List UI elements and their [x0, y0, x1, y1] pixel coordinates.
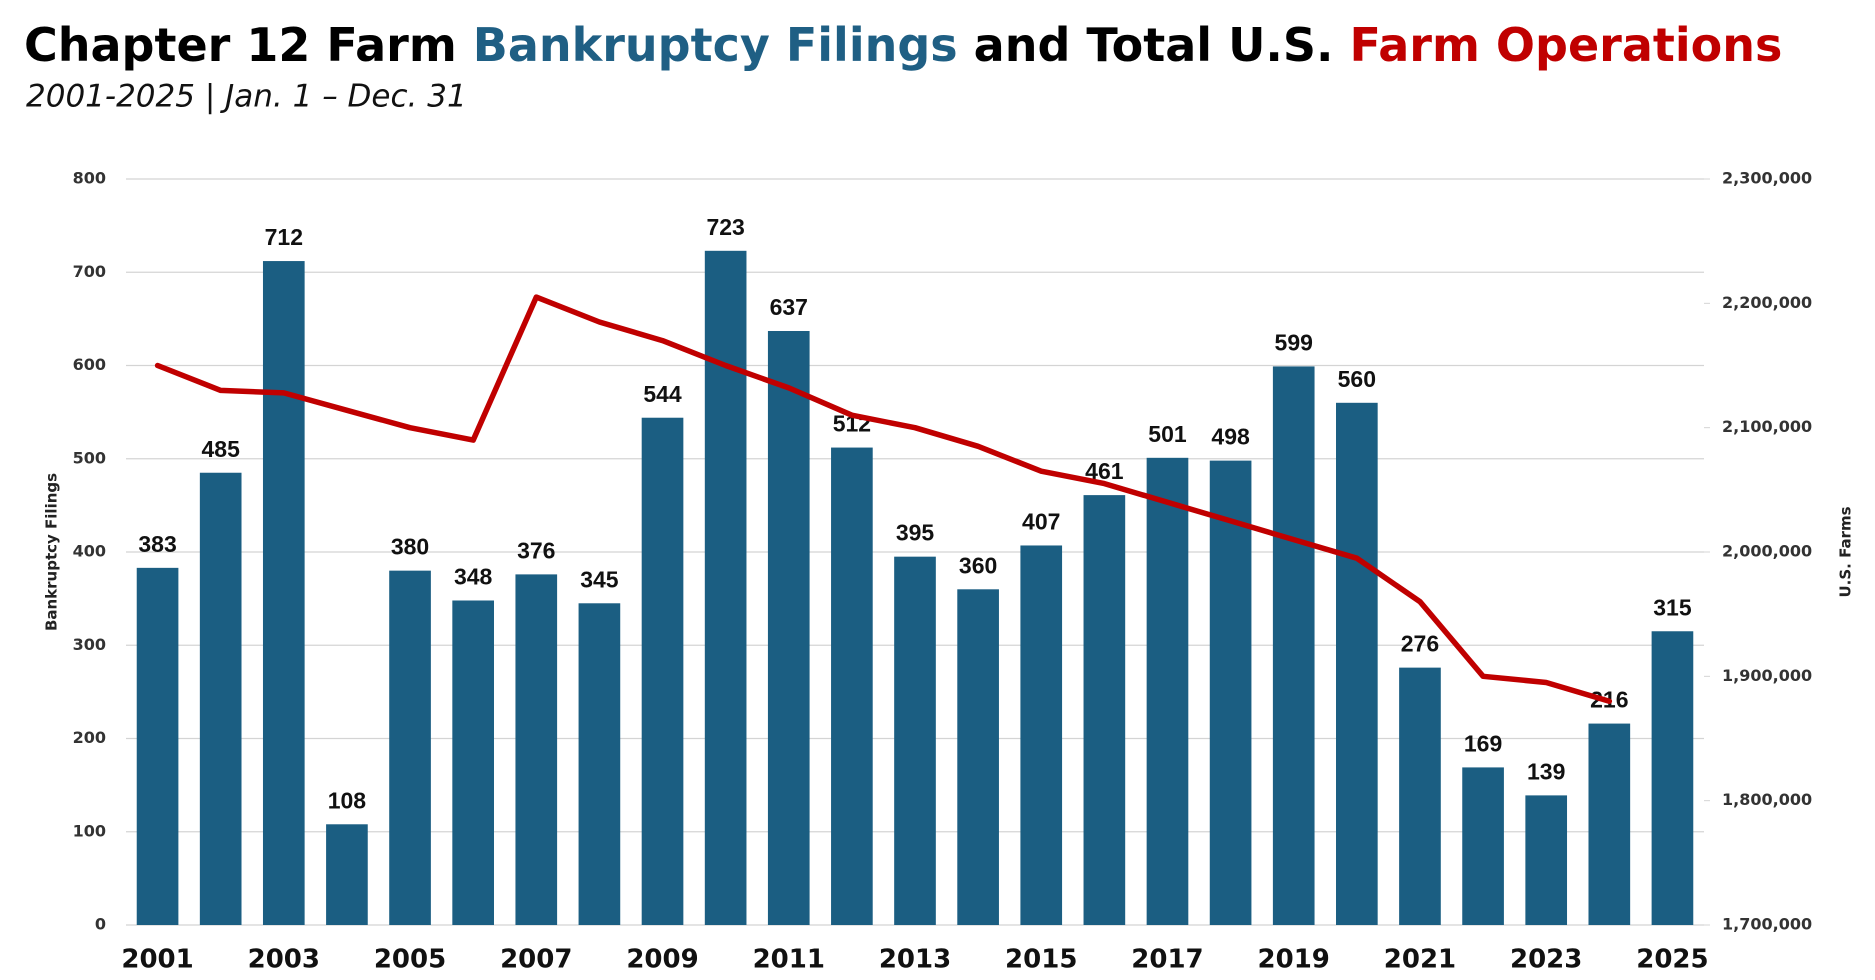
bar — [389, 570, 431, 925]
data-label: 345 — [580, 566, 619, 592]
line — [154, 294, 1613, 704]
bar — [1588, 723, 1631, 925]
bar — [1020, 545, 1063, 925]
bar — [326, 824, 368, 925]
data-label: 360 — [959, 552, 997, 578]
y-tick-label: 500 — [73, 448, 106, 467]
chart-subtitle: 2001-2025 | Jan. 1 – Dec. 31 — [26, 79, 467, 115]
bar — [1272, 366, 1315, 925]
bar — [515, 574, 558, 925]
y-axis-label: Bankruptcy Filings — [43, 473, 61, 631]
x-tick-label: 2013 — [879, 945, 951, 975]
x-tick-label: 2001 — [121, 945, 193, 975]
y-tick-label: 0 — [95, 915, 106, 934]
title-part: and Total U.S. — [974, 18, 1334, 72]
bar — [1209, 460, 1252, 925]
bar — [704, 250, 747, 926]
data-label: 139 — [1527, 758, 1565, 784]
y-tick-label: 600 — [73, 355, 106, 374]
bar — [578, 603, 621, 925]
y2-tick-label: 1,800,000 — [1722, 790, 1812, 809]
x-tick-label: 2003 — [248, 945, 320, 975]
y2-tick-label: 2,200,000 — [1722, 293, 1812, 312]
data-label: 712 — [265, 224, 303, 250]
x-tick-label: 2021 — [1384, 945, 1456, 975]
bar — [1651, 631, 1694, 925]
y-tick-label: 100 — [73, 821, 106, 840]
x-tick-label: 2007 — [500, 945, 572, 975]
data-label: 560 — [1338, 366, 1376, 392]
chart-title: Chapter 12 Farm Bankruptcy Filings and T… — [24, 18, 1782, 72]
x-tick-label: 2011 — [753, 945, 825, 975]
data-label: 395 — [896, 520, 935, 546]
x-tick-label: 2005 — [374, 945, 446, 975]
bar — [1399, 667, 1441, 925]
data-label: 376 — [517, 537, 555, 563]
bar — [1525, 795, 1568, 925]
data-label: 723 — [706, 214, 744, 240]
data-label: 380 — [391, 534, 429, 560]
data-label: 315 — [1653, 594, 1692, 620]
y-tick-label: 800 — [73, 169, 106, 188]
y2-tick-label: 1,900,000 — [1722, 666, 1812, 685]
data-label: 348 — [454, 564, 493, 590]
x-tick-label: 2015 — [1005, 945, 1077, 975]
y2-tick-label: 1,700,000 — [1722, 915, 1812, 934]
data-label: 407 — [1022, 509, 1060, 535]
bar — [767, 330, 810, 925]
bar — [1083, 495, 1126, 925]
bar — [641, 417, 684, 925]
data-label: 276 — [1401, 631, 1439, 657]
y-tick-label: 700 — [73, 262, 106, 281]
x-tick-label: 2023 — [1510, 945, 1582, 975]
bar — [262, 261, 305, 925]
data-label: 485 — [201, 436, 240, 462]
bar — [894, 556, 936, 925]
bar — [452, 600, 494, 925]
data-label: 169 — [1464, 730, 1502, 756]
data-label: 501 — [1148, 421, 1187, 447]
y2-tick-label: 2,100,000 — [1722, 417, 1812, 436]
data-label: 108 — [328, 787, 367, 813]
bar — [1462, 767, 1504, 925]
bar — [199, 472, 242, 925]
bar — [831, 447, 873, 925]
y-tick-label: 200 — [73, 728, 106, 747]
y2-tick-label: 2,300,000 — [1722, 169, 1812, 188]
data-label: 498 — [1211, 424, 1250, 450]
y-tick-label: 400 — [73, 542, 106, 561]
x-tick-label: 2017 — [1131, 945, 1203, 975]
data-label: 544 — [643, 381, 682, 407]
title-part: Bankruptcy Filings — [473, 18, 958, 72]
x-tick-label: 2025 — [1636, 945, 1708, 975]
y-tick-label: 300 — [73, 635, 106, 654]
x-tick-label: 2019 — [1258, 945, 1330, 975]
data-label: 637 — [770, 294, 808, 320]
y2-tick-label: 2,000,000 — [1722, 542, 1812, 561]
bar — [136, 567, 179, 925]
bar — [1336, 402, 1378, 925]
y2-axis-label: U.S. Farms — [1837, 506, 1855, 597]
data-label: 383 — [138, 531, 176, 557]
bar — [1146, 457, 1189, 925]
title-part: Farm Operations — [1350, 18, 1783, 72]
title-part: Chapter 12 Farm — [24, 18, 457, 72]
x-tick-label: 2009 — [626, 945, 698, 975]
data-label: 599 — [1275, 330, 1313, 356]
bar — [957, 589, 999, 925]
